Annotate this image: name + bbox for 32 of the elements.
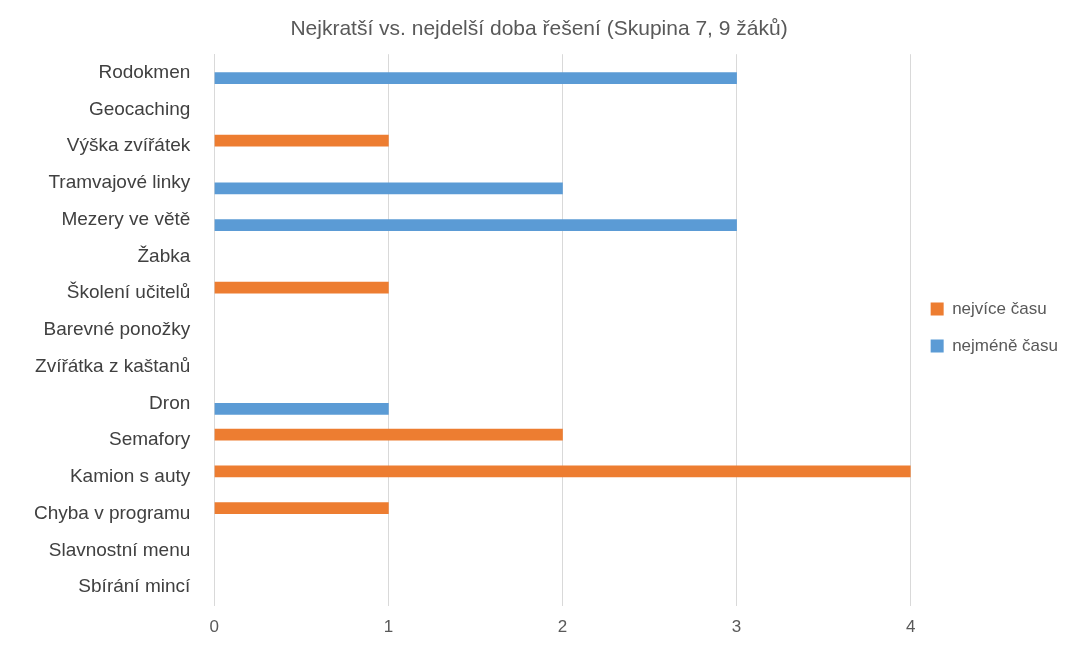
- bar: [214, 134, 389, 147]
- chart-title: Nejkratší vs. nejdelší doba řešení (Skupina 7, 9 žáků): [290, 16, 788, 40]
- y-tick-label: Geocaching: [88, 97, 191, 119]
- x-tick-label: 1: [383, 617, 394, 637]
- bar: [214, 502, 389, 515]
- y-tick-label: Rodokmen: [98, 60, 191, 82]
- bar: [214, 182, 563, 195]
- y-tick-label: Kamion s auty: [69, 465, 191, 487]
- y-tick-label: Školení učitelů: [66, 281, 191, 303]
- legend-label: nejvíce času: [952, 298, 1047, 318]
- y-tick-label: Žabka: [137, 244, 191, 266]
- legend-label: nejméně času: [952, 335, 1058, 355]
- y-tick-label: Výška zvířátek: [66, 134, 191, 156]
- y-tick-label: Dron: [149, 391, 191, 413]
- bar: [214, 465, 911, 478]
- y-tick-label: Mezery ve větě: [61, 207, 191, 229]
- y-tick-label: Sbírání mincí: [78, 575, 192, 597]
- x-tick-label: 4: [905, 617, 916, 637]
- bar: [214, 219, 737, 231]
- y-tick-label: Semafory: [108, 428, 191, 450]
- x-tick-label: 0: [209, 617, 220, 637]
- x-tick-label: 2: [557, 617, 568, 637]
- y-tick-label: Barevné ponožky: [43, 318, 191, 340]
- y-tick-label: Chyba v programu: [34, 501, 191, 523]
- y-tick-label: Zvířátka z kaštanů: [35, 354, 191, 376]
- bar: [214, 428, 563, 441]
- bar: [214, 72, 737, 84]
- x-tick-label: 3: [731, 617, 742, 637]
- bar: [214, 281, 389, 294]
- y-tick-label: Slavnostní menu: [48, 538, 191, 560]
- bar: [214, 403, 389, 415]
- y-tick-label: Tramvajové linky: [48, 171, 191, 193]
